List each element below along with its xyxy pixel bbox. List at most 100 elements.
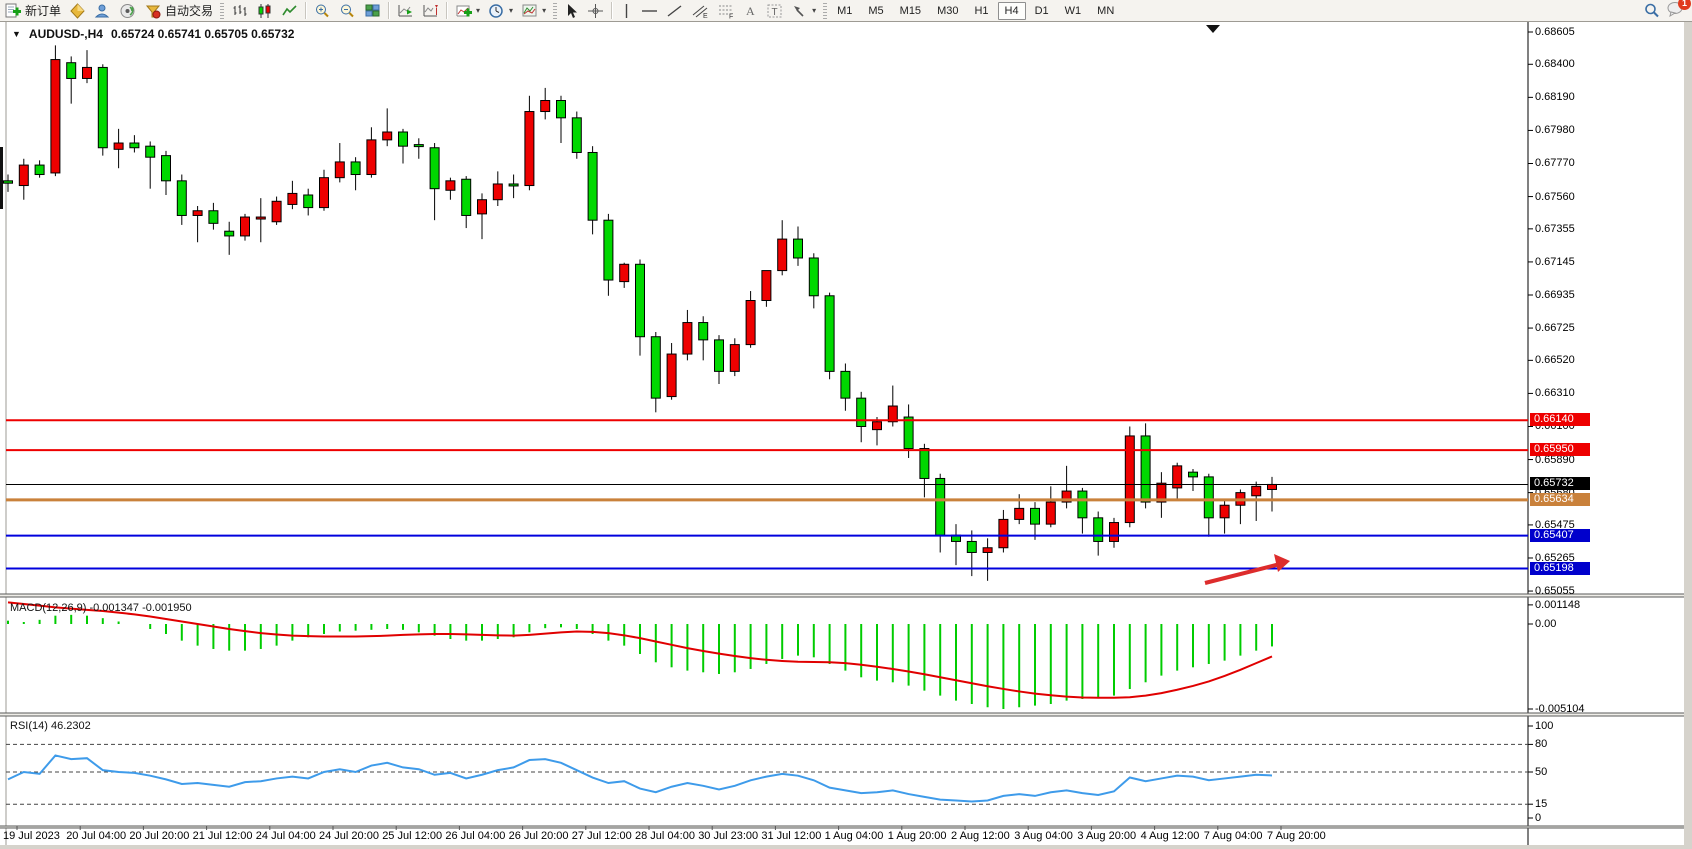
candle [603,219,614,281]
price-tick: 0.65265 [1535,551,1575,564]
price-tick: 0.68400 [1535,58,1575,71]
indicators-icon [456,5,473,16]
candle [208,210,219,224]
price-level-badge: 0.65407 [1530,528,1590,542]
time-tick: 1 Aug 20:00 [887,830,947,842]
channel-tool-button[interactable]: E [687,1,713,20]
candle [350,161,361,176]
arrows-icon [794,5,804,17]
tile-windows-button[interactable] [360,1,385,20]
candle [666,353,677,398]
candle [856,397,867,427]
timeframe-m1[interactable]: M1 [837,4,853,17]
text-tool-button[interactable]: A [739,1,762,20]
symbol-name: AUDUSD-,H4 [28,27,103,41]
arrows-tool-button[interactable]: ▾ [787,1,820,20]
search-icon[interactable] [1644,3,1660,19]
chart-shift-marker[interactable] [1206,25,1220,33]
text-icon: A [746,4,755,18]
cursor-tool-button[interactable] [560,1,583,20]
rsi-tick: 0 [1535,812,1542,824]
annotation-arrow[interactable] [1204,561,1285,585]
auto-trading-label: 自动交易 [165,4,214,18]
candle [477,199,487,215]
new-order-button[interactable]: 新订单 [0,1,65,20]
candle [1109,522,1119,542]
notification-badge: 1 [1678,0,1691,10]
navigator-button[interactable] [90,1,115,20]
terminal-button[interactable] [115,1,140,20]
candle [824,295,835,372]
time-tick: 2 Aug 12:00 [951,830,1010,842]
timeframe-m5[interactable]: M5 [868,4,884,17]
vertical-line-icon [625,3,628,18]
candlestick-chart-button[interactable] [252,1,277,20]
vertical-line-tool-button[interactable] [616,1,637,20]
candle [1172,465,1183,489]
price-chart-canvas[interactable] [0,22,1692,849]
macd-tick: 0.00 [1535,618,1557,630]
candlestick-chart-icon [258,3,271,18]
time-tick: 1 Aug 04:00 [824,830,884,842]
candle [129,142,140,149]
toolbar-separator [388,2,391,19]
crosshair-tool-button[interactable] [583,1,608,20]
time-tick: 20 Jul 20:00 [129,830,190,842]
candle [319,177,329,209]
price-level-badge: 0.65198 [1530,561,1590,575]
timeframe-d1[interactable]: D1 [1034,4,1049,17]
text-label-icon: T [767,4,782,18]
indicators-button[interactable]: ▾ [451,1,484,20]
zoom-out-button[interactable] [335,1,360,20]
chat-button[interactable]: 1 [1666,0,1691,20]
timeframe-h1[interactable]: H1 [974,4,989,17]
candle [729,344,740,372]
timeframe-h4[interactable]: H4 [997,1,1026,20]
zoom-in-button[interactable] [310,1,335,20]
candle [161,155,171,182]
candle [303,194,314,209]
auto-trading-button[interactable]: 自动交易 [140,1,217,20]
time-tick: 31 Jul 12:00 [761,830,822,842]
price-level-badge: 0.66140 [1530,413,1590,427]
period-button[interactable]: ▾ [484,1,517,20]
price-tick: 0.66310 [1535,387,1575,400]
templates-button[interactable]: ▾ [517,1,550,20]
text-label-tool-button[interactable]: T [762,1,787,20]
symbol-ohlc: 0.65724 0.65741 0.65705 0.65732 [110,27,295,41]
timeframe-group: M1 M5 M15 M30 H1 H4 D1 W1 MN [830,1,1121,20]
time-tick: 3 Aug 04:00 [1014,830,1073,842]
candle [382,131,393,141]
horizontal-line-icon [642,9,658,12]
candle [1219,504,1230,519]
chart-shift-button[interactable] [418,1,443,20]
toolbar-separator [446,2,449,19]
crosshair-icon [588,3,604,18]
line-chart-icon [282,4,297,15]
candle [1061,490,1072,503]
timeframe-m15[interactable]: M15 [899,4,922,17]
trendline-tool-button[interactable] [662,1,687,20]
candle [255,216,266,220]
bar-chart-button[interactable] [227,1,252,20]
candle [919,448,930,479]
market-watch-button[interactable] [65,1,90,20]
candle [650,336,661,399]
bar-chart-icon [233,4,247,16]
symbol-dropdown-icon[interactable]: ▼ [12,29,21,39]
candle [793,238,803,259]
auto-scroll-button[interactable] [393,1,418,20]
candle [682,322,693,355]
svg-text:E: E [703,13,708,19]
timeframe-w1[interactable]: W1 [1064,4,1082,17]
candle [334,161,345,179]
line-chart-button[interactable] [277,1,302,20]
fibonacci-tool-button[interactable]: F [713,1,739,20]
market-watch-icon [70,2,85,19]
candle [745,300,756,346]
timeframe-m30[interactable]: M30 [937,4,959,17]
timeframe-mn[interactable]: MN [1097,4,1115,17]
horizontal-line-tool-button[interactable] [637,1,662,20]
price-tick: 0.67355 [1535,222,1575,235]
